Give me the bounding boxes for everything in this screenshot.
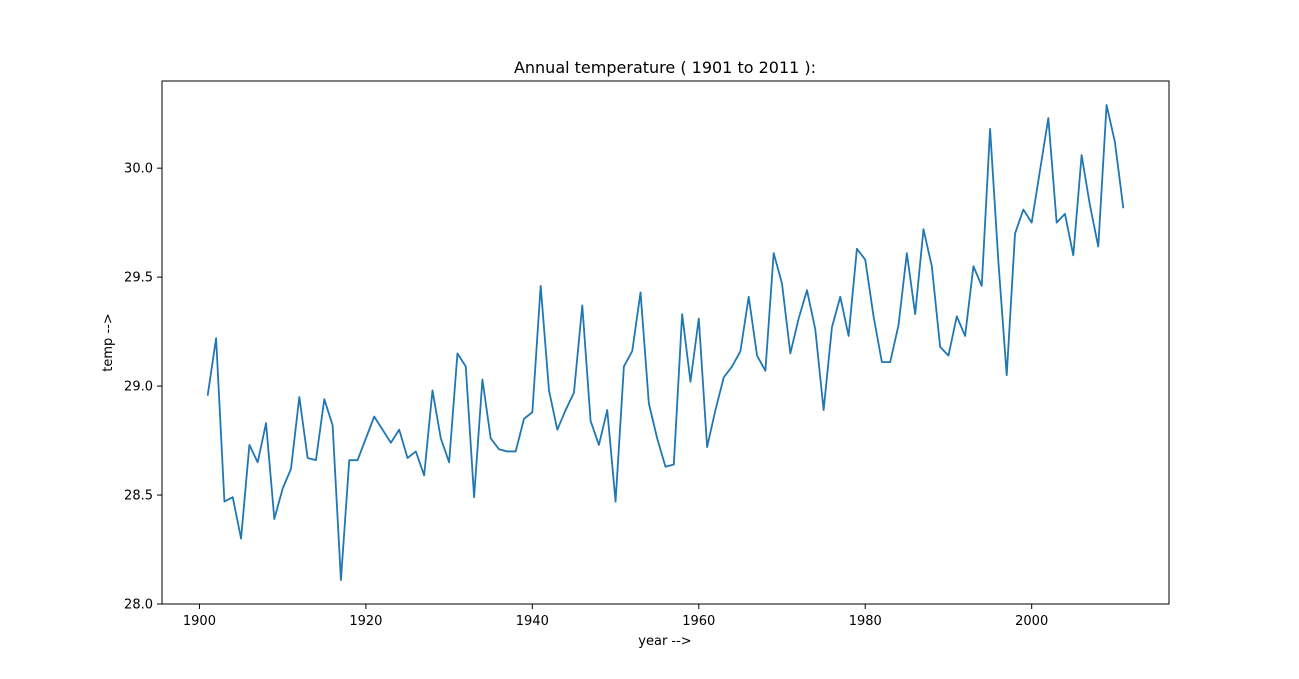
x-axis-label: year --> <box>638 634 691 649</box>
chart-title: Annual temperature ( 1901 to 2011 ): <box>514 58 816 77</box>
x-tick-label-1960: 1960 <box>682 614 715 629</box>
plot-area <box>206 104 1125 581</box>
axes-frame <box>161 80 1170 605</box>
y-tick-label-29.0: 29.0 <box>124 380 153 395</box>
x-axis-ticks: 1900 1920 1940 1960 1980 2000 <box>183 604 1048 629</box>
y-tick-label-28.0: 28.0 <box>124 598 153 613</box>
x-tick-label-2000: 2000 <box>1015 614 1048 629</box>
y-tick-label-29.5: 29.5 <box>124 271 153 286</box>
x-tick-label-1920: 1920 <box>349 614 382 629</box>
y-axis-ticks: 28.0 28.5 29.0 29.5 30.0 <box>124 162 162 613</box>
series-line-annual-temperature <box>206 104 1125 581</box>
x-tick-label-1980: 1980 <box>849 614 882 629</box>
x-tick-label-1940: 1940 <box>516 614 549 629</box>
x-tick-label-1900: 1900 <box>183 614 216 629</box>
y-axis-label: temp --> <box>101 313 116 371</box>
y-tick-label-28.5: 28.5 <box>124 489 153 504</box>
y-tick-label-30.0: 30.0 <box>124 162 153 177</box>
